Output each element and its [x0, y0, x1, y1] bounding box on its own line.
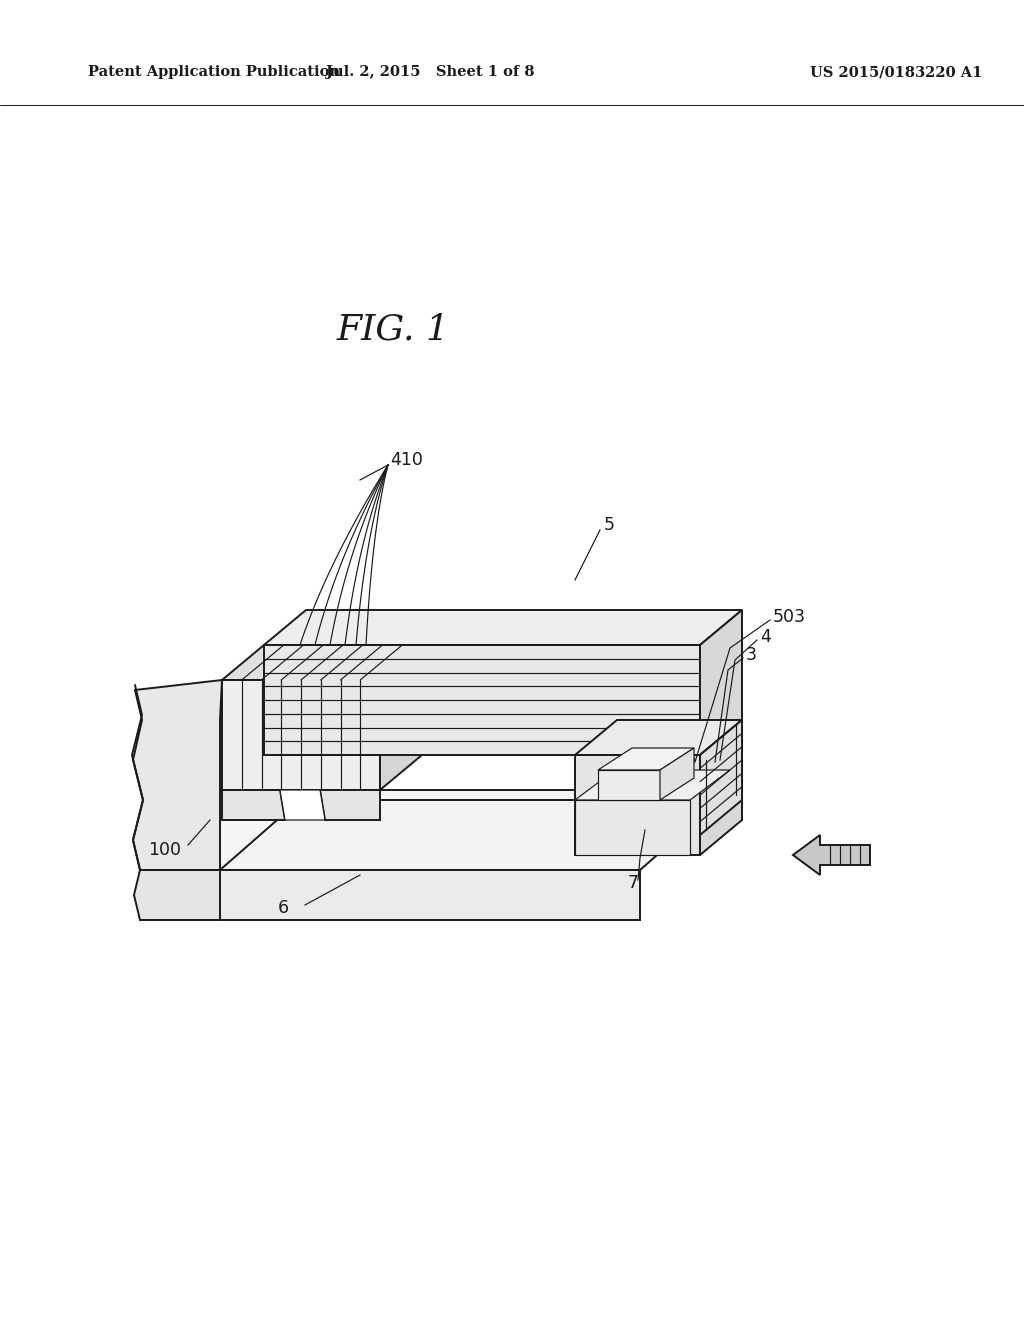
Polygon shape — [133, 680, 222, 870]
Text: FIG. 1: FIG. 1 — [337, 313, 450, 347]
Text: Jul. 2, 2015   Sheet 1 of 8: Jul. 2, 2015 Sheet 1 of 8 — [326, 65, 535, 79]
Polygon shape — [222, 789, 285, 820]
Text: 100: 100 — [148, 841, 181, 859]
Text: 5: 5 — [604, 516, 615, 535]
Polygon shape — [222, 645, 422, 680]
Polygon shape — [380, 645, 422, 789]
Ellipse shape — [678, 755, 694, 766]
Text: 4: 4 — [760, 628, 771, 645]
Polygon shape — [319, 789, 380, 820]
Text: 3: 3 — [746, 645, 757, 664]
Polygon shape — [222, 680, 380, 789]
Polygon shape — [700, 719, 742, 855]
Polygon shape — [140, 789, 720, 870]
Text: 6: 6 — [278, 899, 289, 917]
Polygon shape — [575, 755, 700, 855]
Polygon shape — [280, 789, 325, 820]
Polygon shape — [700, 719, 742, 836]
Polygon shape — [575, 719, 742, 755]
Polygon shape — [660, 748, 694, 800]
Text: Patent Application Publication: Patent Application Publication — [88, 65, 340, 79]
Polygon shape — [598, 770, 660, 800]
Polygon shape — [700, 610, 742, 755]
Polygon shape — [264, 645, 700, 755]
Polygon shape — [575, 800, 690, 855]
Polygon shape — [220, 870, 640, 920]
Text: 503: 503 — [773, 609, 806, 626]
Polygon shape — [264, 610, 742, 645]
Text: US 2015/0183220 A1: US 2015/0183220 A1 — [810, 65, 982, 79]
Polygon shape — [793, 836, 870, 875]
Text: 7: 7 — [628, 874, 639, 892]
Polygon shape — [575, 770, 730, 800]
Polygon shape — [134, 870, 220, 920]
Polygon shape — [220, 800, 720, 870]
Text: 410: 410 — [390, 451, 423, 469]
Polygon shape — [598, 748, 694, 770]
